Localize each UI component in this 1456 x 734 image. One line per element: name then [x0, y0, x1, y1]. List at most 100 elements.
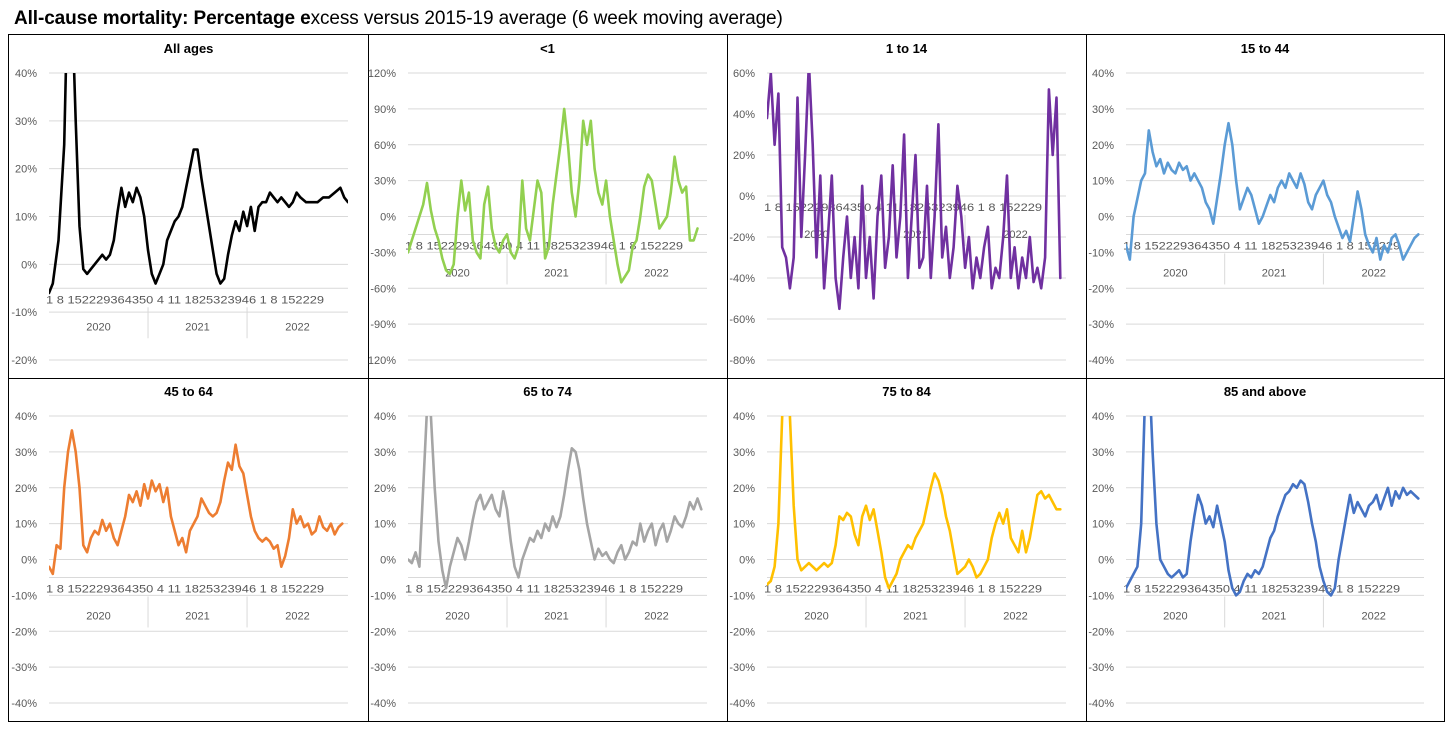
- x-year-label: 2022: [1003, 610, 1027, 622]
- y-tick-label: 0%: [21, 259, 37, 271]
- x-year-label: 2021: [903, 610, 927, 622]
- series-line: [408, 416, 703, 590]
- chart-panel-4: 15 to 44 -40% -30% -20% -10% 0% 10% 20% 30% 40% 1 …: [1086, 35, 1424, 378]
- y-tick-label: 30%: [374, 176, 396, 188]
- y-tick-label: -10%: [370, 590, 396, 602]
- series-line: [49, 73, 348, 295]
- y-tick-label: 10%: [374, 519, 396, 531]
- x-week-tick-labels: 1 8 152229364350 4 11 1825323946 1 8 152…: [764, 583, 1042, 595]
- panel-title: 75 to 84: [882, 384, 931, 399]
- main-title-bold: All-cause mortality: Percentage e: [14, 8, 311, 29]
- y-tick-label: 10%: [733, 519, 755, 531]
- series-line: [408, 107, 699, 284]
- y-tick-label: 0%: [739, 191, 755, 203]
- y-tick-label: 20%: [374, 483, 396, 495]
- panel-title: 15 to 44: [1241, 41, 1290, 56]
- panel-title: 45 to 64: [164, 384, 213, 399]
- x-year-label: 2022: [1361, 610, 1385, 622]
- y-tick-label: -10%: [1088, 590, 1114, 602]
- x-week-tick-labels: 1 8 152229364350 4 11 1825323946 1 8 152…: [405, 583, 683, 595]
- x-week-tick-labels: 1 8 152229364350 4 11 1825323946 1 8 152…: [1123, 240, 1400, 252]
- y-tick-label: -90%: [370, 319, 396, 331]
- y-tick-label: 20%: [15, 164, 37, 176]
- y-tick-label: 30%: [15, 447, 37, 459]
- y-tick-label: -30%: [1088, 662, 1114, 674]
- x-year-label: 2020: [1163, 610, 1187, 622]
- y-tick-label: -120%: [368, 355, 396, 367]
- main-title: All-cause mortality: Percentage excess v…: [14, 8, 783, 30]
- x-year-label: 2022: [285, 610, 309, 622]
- y-tick-label: -60%: [729, 314, 755, 326]
- y-tick-label: -20%: [370, 626, 396, 638]
- x-year-label: 2022: [1003, 229, 1027, 241]
- y-tick-label: -10%: [11, 307, 37, 319]
- x-year-label: 2020: [804, 610, 828, 622]
- y-tick-label: -40%: [370, 698, 396, 710]
- chart-panel-6: 65 to 74 -40% -30% -20% -10% 0% 10% 20% 30% 40% 1 …: [368, 378, 727, 721]
- chart-panel-3: 1 to 14 -80% -60% -40% -20% 0% 20% 40% 60% 1 8 15…: [727, 35, 1066, 378]
- chart-panel-7: 75 to 84 -40% -30% -20% -10% 0% 10% 20% 30% 40% 1 …: [727, 378, 1086, 721]
- y-tick-label: -40%: [1088, 355, 1114, 367]
- y-tick-label: 30%: [374, 447, 396, 459]
- y-tick-label: 20%: [1092, 140, 1114, 152]
- y-tick-label: -20%: [729, 232, 755, 244]
- y-tick-label: 0%: [380, 212, 396, 224]
- y-tick-label: 20%: [733, 483, 755, 495]
- y-tick-label: 60%: [374, 140, 396, 152]
- y-tick-label: -20%: [1088, 283, 1114, 295]
- y-tick-label: 40%: [733, 109, 755, 121]
- x-year-label: 2021: [185, 321, 209, 333]
- x-year-label: 2020: [86, 321, 110, 333]
- y-tick-label: -20%: [729, 626, 755, 638]
- y-tick-label: 40%: [1092, 411, 1114, 423]
- series-line: [767, 416, 1062, 590]
- y-tick-label: 0%: [380, 555, 396, 567]
- x-year-label: 2022: [285, 321, 309, 333]
- chart-panel-2: <1-120%-90%-60%-30%0%30%60%90%120%1 8 15…: [368, 35, 707, 378]
- x-week-tick-labels: 1 8 152229364350 4 11 1825323946 1 8 152…: [46, 583, 324, 595]
- y-tick-label: 60%: [733, 68, 755, 80]
- x-year-label: 2021: [185, 610, 209, 622]
- chart-grid: All ages -20% -10% 0% 10% 20% 30% 40% 1 8 152229…: [8, 34, 1445, 722]
- y-tick-label: 0%: [1098, 555, 1114, 567]
- y-tick-label: -40%: [1088, 698, 1114, 710]
- chart-panel-1: All ages -20% -10% 0% 10% 20% 30% 40% 1 8 152229…: [11, 41, 348, 367]
- panel-title: All ages: [164, 41, 214, 56]
- panel-title: <1: [540, 41, 555, 56]
- y-tick-label: -20%: [1088, 626, 1114, 638]
- x-year-label: 2020: [86, 610, 110, 622]
- x-week-tick-labels: 1 8 152229364350 4 11 1825323946 1 8 152…: [46, 294, 324, 306]
- y-tick-label: 120%: [368, 68, 396, 80]
- y-tick-label: 40%: [374, 411, 396, 423]
- series-line: [49, 429, 344, 576]
- panel-title: 85 and above: [1224, 384, 1306, 399]
- panel-title: 65 to 74: [523, 384, 572, 399]
- y-tick-label: -30%: [11, 662, 37, 674]
- y-tick-label: -30%: [729, 662, 755, 674]
- chart-panel-5: 45 to 64 -40% -30% -20% -10% 0% 10% 20% 30% 40% 1 …: [9, 378, 368, 710]
- y-tick-label: -40%: [729, 698, 755, 710]
- panel-title: 1 to 14: [886, 41, 928, 56]
- series-line: [1126, 121, 1420, 261]
- y-tick-label: 0%: [21, 555, 37, 567]
- y-tick-label: 10%: [15, 519, 37, 531]
- y-tick-label: 20%: [15, 483, 37, 495]
- y-tick-label: 10%: [15, 212, 37, 224]
- y-tick-label: 90%: [374, 104, 396, 116]
- y-tick-label: 0%: [1098, 212, 1114, 224]
- y-tick-label: -60%: [370, 283, 396, 295]
- y-tick-label: 30%: [15, 116, 37, 128]
- y-tick-label: -30%: [1088, 319, 1114, 331]
- y-tick-label: 10%: [1092, 176, 1114, 188]
- y-tick-label: -10%: [11, 590, 37, 602]
- x-year-label: 2022: [644, 267, 668, 279]
- y-tick-label: -80%: [729, 355, 755, 367]
- y-tick-label: 10%: [1092, 519, 1114, 531]
- y-tick-label: 40%: [15, 68, 37, 80]
- y-tick-label: 0%: [739, 555, 755, 567]
- y-tick-label: -30%: [370, 247, 396, 259]
- series-line: [1126, 416, 1420, 597]
- x-year-label: 2020: [445, 610, 469, 622]
- chart-panel-8: 85 and above -40% -30% -20% -10% 0% 10% 20% 30% 4…: [1086, 378, 1444, 721]
- x-week-tick-labels: 1 8 152229364350 4 11 1825323946 1 8 152…: [764, 202, 1042, 214]
